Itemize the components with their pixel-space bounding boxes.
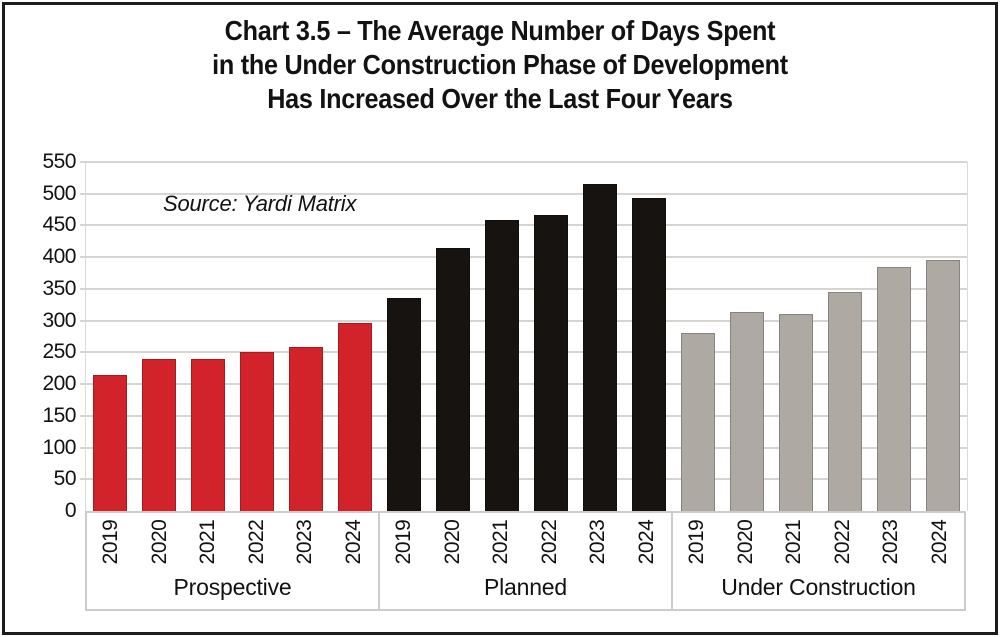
bar-planned-2022 [533,215,568,511]
year-label-text: 2024 [927,519,951,564]
bar-planned-2023 [582,184,617,511]
chart-title-line-2: in the Under Construction Phase of Devel… [212,49,788,81]
gridline-200 [80,383,967,386]
bar-under-construction-2023 [876,267,911,511]
bar-prospective-2024 [338,323,373,511]
year-label-text: 2019 [392,519,416,564]
bar-under-construction-2019 [680,333,715,511]
chart-title: Chart 3.5 – The Average Number of Days S… [50,14,950,116]
bar-planned-2024 [631,198,666,511]
source-note: Source: Yardi Matrix [163,191,357,216]
gridline-550 [80,161,967,163]
gridline-500 [80,192,967,195]
year-label-text: 2022 [537,519,561,564]
group-label-planned: Planned [483,574,567,600]
chart-title-line-1: Chart 3.5 – The Average Number of Days S… [224,15,776,46]
bar-group-prospective [86,162,380,511]
year-label-under-construction-2021: 2021 [770,513,819,570]
y-axis-label-400: 400 [42,245,76,269]
year-labels-planned: 2019 2020 2021 2022 2023 2024 [380,513,671,570]
bar-prospective-2019 [93,374,128,511]
gridline-150 [80,414,967,417]
year-label-text: 2023 [879,519,903,564]
year-label-text: 2020 [440,519,464,564]
year-label-text: 2021 [489,519,513,564]
bar-under-construction-2020 [729,311,764,511]
gridline-400 [80,256,967,259]
gridline-450 [80,224,967,227]
bar-under-construction-2021 [778,314,813,511]
label-group-under-construction: 2019 2020 2021 2022 2023 2024 Under Constructi… [671,513,964,609]
bar-planned-2021 [485,220,520,511]
year-label-prospective-2023: 2023 [281,513,330,570]
year-label-prospective-2019: 2019 [87,513,136,570]
year-label-prospective-2021: 2021 [184,513,233,570]
year-label-under-construction-2023: 2023 [867,513,916,570]
year-label-text: 2024 [341,519,365,564]
bars-row [86,162,967,511]
y-axis-label-550: 550 [42,150,76,173]
year-label-under-construction-2022: 2022 [819,513,868,570]
y-axis-label-150: 150 [42,403,76,427]
year-label-text: 2020 [147,519,171,564]
bar-prospective-2021 [191,358,226,511]
y-axis-label-450: 450 [42,213,76,237]
x-axis-label-band: 2019 2020 2021 2022 2023 2024 Prospective 2019 2… [85,511,966,611]
bar-under-construction-2022 [827,292,862,511]
year-label-text: 2019 [99,519,123,564]
y-axis: 0 50 100 150 200 250 300 350 400 450 500 550 [0,150,77,522]
gridline-300 [80,319,967,322]
year-label-prospective-2024: 2024 [330,513,379,570]
y-axis-label-100: 100 [42,435,76,459]
year-label-text: 2023 [586,519,610,564]
gridline-50 [80,478,967,481]
bar-planned-2019 [387,297,422,511]
group-label-under-construction: Under Construction [721,574,916,600]
bar-group-planned [380,162,674,511]
year-label-text: 2022 [830,519,854,564]
label-group-prospective: 2019 2020 2021 2022 2023 2024 Prospective [87,513,378,609]
y-axis-label-0: 0 [64,499,77,522]
plot-area [80,161,968,511]
gridline-250 [80,351,967,354]
year-labels-under-construction: 2019 2020 2021 2022 2023 2024 [673,513,964,570]
year-label-text: 2021 [196,519,220,564]
y-axis-label-50: 50 [53,467,77,491]
year-label-text: 2020 [733,519,757,564]
year-label-text: 2022 [244,519,268,564]
y-axis-label-350: 350 [42,276,76,300]
y-axis-label-250: 250 [42,340,76,364]
bar-prospective-2022 [240,352,275,511]
y-axis-label-200: 200 [42,372,76,396]
y-axis-label-300: 300 [42,308,76,332]
y-axis-label-500: 500 [42,181,76,205]
year-label-prospective-2020: 2020 [136,513,185,570]
gridline-350 [80,287,967,290]
year-label-under-construction-2019: 2019 [673,513,722,570]
year-labels-prospective: 2019 2020 2021 2022 2023 2024 [87,513,378,570]
bar-planned-2020 [436,247,471,511]
year-label-under-construction-2024: 2024 [916,513,965,570]
bar-prospective-2023 [289,347,324,511]
year-label-text: 2021 [782,519,806,564]
year-label-text: 2024 [634,519,658,564]
year-label-prospective-2022: 2022 [233,513,282,570]
year-label-planned-2020: 2020 [429,513,478,570]
year-label-planned-2024: 2024 [623,513,672,570]
chart-title-line-3: Has Increased Over the Last Four Years [267,83,733,115]
year-label-planned-2021: 2021 [477,513,526,570]
group-label-prospective: Prospective [173,574,292,600]
bar-under-construction-2024 [925,259,960,511]
gridline-100 [80,446,967,449]
year-label-planned-2022: 2022 [526,513,575,570]
bar-prospective-2020 [142,358,177,511]
bar-group-under-construction [673,162,967,511]
year-label-under-construction-2020: 2020 [722,513,771,570]
label-group-planned: 2019 2020 2021 2022 2023 2024 Planned [378,513,671,609]
year-label-planned-2023: 2023 [574,513,623,570]
year-label-text: 2019 [685,519,709,564]
year-label-text: 2023 [293,519,317,564]
year-label-planned-2019: 2019 [380,513,429,570]
